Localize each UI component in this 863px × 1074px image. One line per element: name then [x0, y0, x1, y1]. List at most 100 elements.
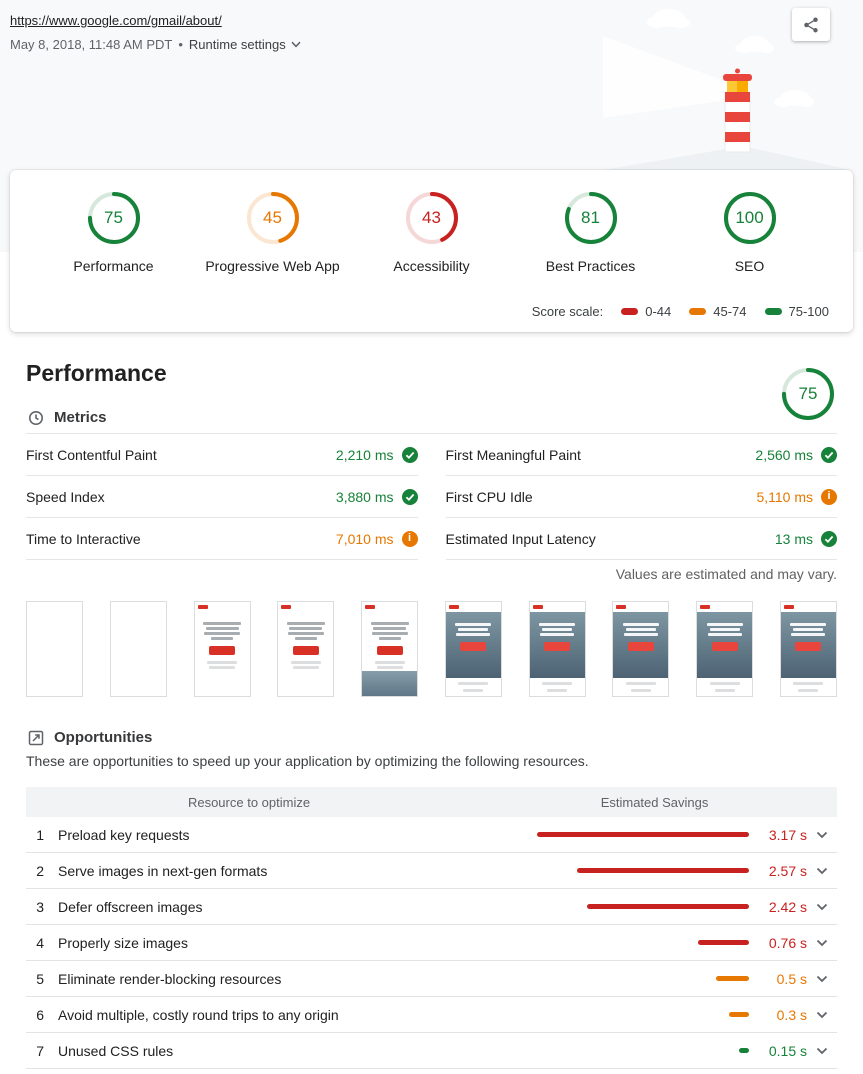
score-gauges: 75 Performance 45 Progressive Web App 43 Acce…: [10, 170, 853, 274]
gauge-label: Accessibility: [393, 258, 470, 274]
gauge-label: SEO: [734, 258, 765, 274]
thumb-text-line: [540, 633, 575, 636]
opportunity-savings-group: 2.57 s: [537, 856, 837, 886]
gauge-label: Progressive Web App: [205, 258, 340, 274]
meta-separator: •: [178, 37, 183, 52]
savings-value: 0.76 s: [768, 934, 807, 951]
gauge-score-value: 100: [735, 208, 764, 227]
gauge-accessibility[interactable]: 43 Accessibility: [352, 190, 511, 274]
thumb-text-line: [542, 628, 573, 631]
savings-bar: [739, 1048, 749, 1053]
thumb-text-line: [539, 623, 576, 626]
filmstrip-frame: [444, 601, 502, 697]
gauge-best-practices[interactable]: 81 Best Practices: [511, 190, 670, 274]
thumb-button: [544, 642, 571, 651]
expand-button[interactable]: [807, 820, 837, 850]
thumb-text-line: [622, 623, 659, 626]
filmstrip-frame: [26, 601, 83, 697]
gauge-arc: [564, 192, 617, 244]
metric-value-text: 2,210 ms: [335, 446, 394, 463]
opportunity-label: Unused CSS rules: [58, 1042, 174, 1059]
opportunities-rows: 1 Preload key requests 3.17 s 2 Serve images…: [26, 817, 837, 1069]
metric-value-text: 13 ms: [774, 530, 813, 547]
opportunity-index: 2: [36, 862, 44, 879]
expand-button[interactable]: [807, 964, 837, 994]
clock-icon: [29, 410, 43, 425]
opportunity-label: Preload key requests: [58, 826, 190, 843]
savings-value: 2.42 s: [768, 898, 807, 915]
filmstrip-frame: [193, 601, 251, 697]
thumb-button: [627, 642, 654, 651]
report-meta: May 8, 2018, 11:48 AM PDT • Runtime sett…: [10, 37, 301, 52]
thumb-text-line: [793, 628, 824, 631]
opportunity-row[interactable]: 3 Defer offscreen images 2.42 s: [26, 889, 837, 925]
opportunity-row[interactable]: 6 Avoid multiple, costly round trips to a…: [26, 997, 837, 1033]
metric-label: First Meaningful Paint: [445, 446, 581, 463]
filmstrip: [26, 601, 837, 699]
share-button[interactable]: [792, 8, 830, 41]
opportunity-row[interactable]: 1 Preload key requests 3.17 s: [26, 817, 837, 853]
opportunity-row[interactable]: 5 Eliminate render-blocking resources 0.5 …: [26, 961, 837, 997]
scale-item-average: 45-74: [689, 304, 747, 319]
opportunity-savings-group: 2.42 s: [537, 892, 837, 922]
scale-swatch: [621, 308, 639, 315]
opportunities-title: Opportunities: [54, 729, 153, 746]
metric-row: Time to Interactive 7,010 ms i: [26, 518, 418, 560]
thumb-text-line: [376, 666, 403, 669]
thumb-footer: [446, 678, 501, 696]
gauge-score-value: 75: [104, 208, 123, 227]
thumb-text-line: [542, 682, 573, 685]
scale-range: 75-100: [788, 304, 829, 319]
check-circle-icon: [821, 446, 837, 463]
opportunity-index: 5: [36, 970, 44, 987]
opportunities-description: These are opportunities to speed up your…: [26, 753, 589, 769]
gauge-performance[interactable]: 75 Performance: [34, 190, 193, 274]
thumb-text-line: [793, 682, 824, 685]
thumb-logo: [616, 605, 627, 609]
thumb-text-line: [205, 627, 239, 630]
savings-bar-track: [537, 904, 749, 909]
opportunity-row[interactable]: 7 Unused CSS rules 0.15 s: [26, 1033, 837, 1069]
check-glyph: [405, 493, 414, 501]
check-glyph: [405, 451, 414, 459]
gauge-arc: [405, 192, 458, 244]
thumb-text-line: [371, 632, 408, 635]
performance-section-title: Performance: [26, 360, 167, 386]
expand-button[interactable]: [807, 856, 837, 886]
thumb-text-line: [287, 632, 324, 635]
filmstrip-frame: [779, 601, 837, 697]
gauge-progressive-web-app[interactable]: 45 Progressive Web App: [193, 190, 352, 274]
score-gauge: 75: [86, 190, 142, 246]
expand-button[interactable]: [807, 928, 837, 958]
savings-bar-track: [537, 832, 749, 837]
thumb-text-line: [625, 682, 656, 685]
opportunity-row[interactable]: 2 Serve images in next-gen formats 2.57 s: [26, 853, 837, 889]
runtime-settings-toggle[interactable]: Runtime settings: [189, 37, 301, 52]
check-circle-icon: [401, 488, 418, 505]
savings-bar-track: [537, 940, 749, 945]
thumb-text-line: [798, 689, 819, 692]
filmstrip-frame: [696, 601, 754, 697]
savings-value: 0.5 s: [776, 970, 807, 987]
light-beam: [603, 36, 727, 118]
expand-button[interactable]: [807, 1000, 837, 1030]
chevron-down-icon: [816, 1047, 828, 1054]
thumb-footer: [613, 678, 668, 696]
report-url-link[interactable]: https://www.google.com/gmail/about/: [10, 13, 222, 28]
expand-button[interactable]: [807, 1036, 837, 1066]
score-gauge: 45: [245, 190, 301, 246]
thumb-text-line: [373, 627, 407, 630]
opportunity-label: Properly size images: [58, 934, 188, 951]
metric-label: First Contentful Paint: [26, 446, 157, 463]
thumb-button: [795, 642, 822, 651]
thumb-text-line: [209, 666, 236, 669]
thumb-text-line: [290, 661, 321, 664]
gauge-seo[interactable]: 100 SEO: [670, 190, 829, 274]
thumb-body: [362, 612, 417, 671]
opportunity-row[interactable]: 4 Properly size images 0.76 s: [26, 925, 837, 961]
expand-button[interactable]: [807, 892, 837, 922]
thumb-button: [460, 642, 487, 651]
opportunity-savings-group: 0.5 s: [537, 964, 837, 994]
thumb-button: [209, 646, 236, 655]
opportunities-table-header: Resource to optimize Estimated Savings: [26, 787, 837, 817]
